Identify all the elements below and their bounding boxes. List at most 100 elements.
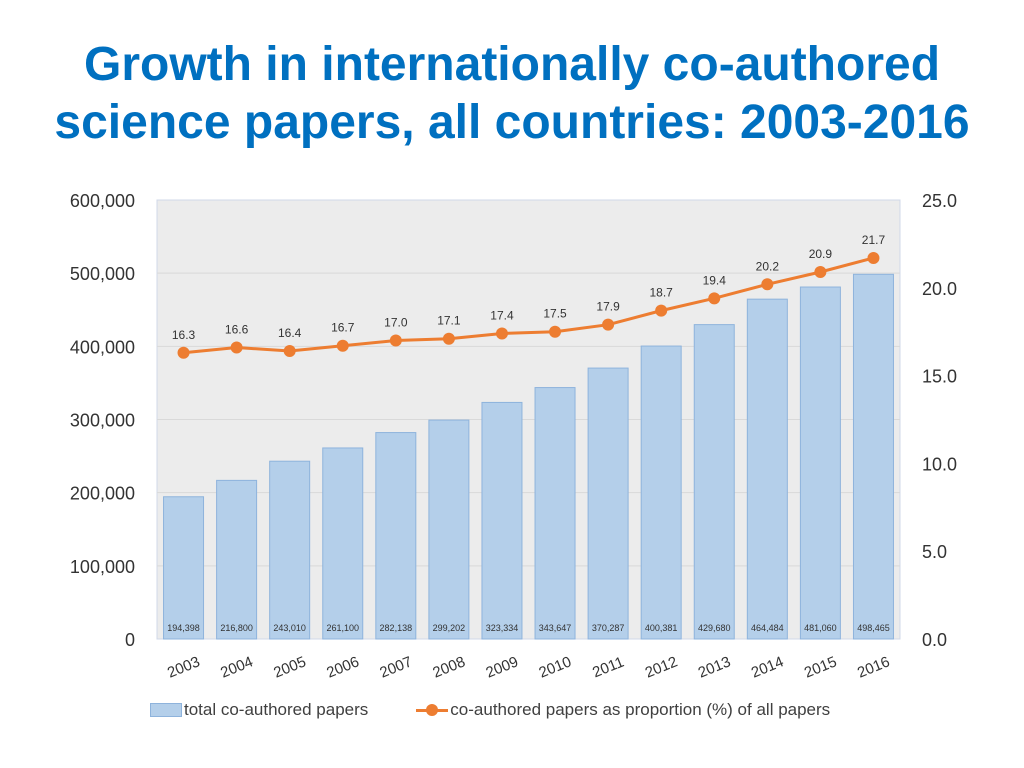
bar-value-label: 216,800 bbox=[220, 623, 253, 633]
legend-label-bars: total co-authored papers bbox=[184, 700, 369, 719]
bar-2016 bbox=[852, 273, 894, 640]
bar-value-label: 299,202 bbox=[433, 623, 466, 633]
line-point-2014 bbox=[761, 278, 774, 291]
line-value-label: 18.7 bbox=[649, 286, 673, 300]
bar-value-label: 243,010 bbox=[273, 623, 306, 633]
line-point-2008 bbox=[442, 332, 455, 345]
x-tick-label: 2009 bbox=[483, 653, 520, 681]
proportion-line bbox=[183, 256, 874, 355]
x-tick-label: 2014 bbox=[749, 653, 786, 681]
line-value-label: 17.4 bbox=[490, 308, 514, 322]
line-value-label: 16.6 bbox=[225, 323, 249, 337]
x-tick-label: 2006 bbox=[324, 653, 361, 681]
chart-title-line2: science papers, all countries: 2003-2016 bbox=[54, 96, 970, 149]
bar-value-label: 343,647 bbox=[539, 623, 572, 633]
legend: total co-authored papers co-authored pap… bbox=[150, 699, 830, 721]
left-tick-label: 300,000 bbox=[70, 411, 135, 431]
line-value-label: 17.0 bbox=[384, 315, 408, 329]
bar-2004 bbox=[216, 479, 258, 640]
line-value-label: 17.9 bbox=[596, 300, 620, 314]
line-point-2005 bbox=[283, 345, 296, 358]
bar-2003 bbox=[163, 496, 205, 640]
legend-label-line: co-authored papers as proportion (%) of … bbox=[450, 700, 831, 719]
x-axis-ticks: 2003 2004 2005 2006 2007 2008 2009 2010 2011 2012… bbox=[165, 653, 892, 681]
line-value-label: 17.1 bbox=[437, 314, 461, 328]
left-axis-ticks: 0 100,000 200,000 300,000 400,000 500,000 600,… bbox=[70, 191, 135, 650]
bar-value-label: 498,465 bbox=[857, 623, 890, 633]
right-tick-label: 0.0 bbox=[922, 630, 947, 650]
x-tick-label: 2007 bbox=[377, 653, 414, 681]
line-point-2016 bbox=[867, 251, 880, 264]
bar-value-label: 323,334 bbox=[486, 623, 519, 633]
line-point-2006 bbox=[336, 339, 349, 352]
legend-item-line: co-authored papers as proportion (%) of … bbox=[416, 700, 830, 720]
line-point-2007 bbox=[389, 334, 402, 347]
right-tick-label: 20.0 bbox=[922, 279, 957, 299]
bar-value-label: 464,484 bbox=[751, 623, 784, 633]
x-tick-label: 2003 bbox=[165, 653, 202, 681]
bar-2010 bbox=[534, 387, 576, 640]
chart-title: Growth in internationally co-authored sc… bbox=[0, 36, 1024, 152]
left-tick-label: 0 bbox=[125, 630, 135, 650]
line-point-2013 bbox=[708, 292, 721, 305]
bar-value-label: 282,138 bbox=[380, 623, 413, 633]
x-tick-label: 2015 bbox=[802, 653, 839, 681]
legend-line-swatch bbox=[416, 703, 449, 717]
bar-2009 bbox=[481, 401, 523, 640]
x-tick-label: 2010 bbox=[537, 653, 574, 681]
bar-2007 bbox=[375, 432, 417, 640]
x-tick-label: 2011 bbox=[590, 654, 626, 682]
line-value-label: 17.5 bbox=[543, 307, 567, 321]
right-tick-label: 5.0 bbox=[922, 542, 947, 562]
right-tick-label: 10.0 bbox=[922, 454, 957, 474]
bar-2014 bbox=[746, 298, 788, 640]
bar-value-label: 261,100 bbox=[326, 623, 359, 633]
x-tick-label: 2004 bbox=[218, 653, 255, 681]
bar-2011 bbox=[587, 367, 629, 640]
line-series bbox=[177, 251, 880, 359]
line-point-2015 bbox=[814, 265, 827, 278]
right-tick-label: 15.0 bbox=[922, 367, 957, 387]
x-tick-label: 2005 bbox=[271, 653, 308, 681]
line-point-2004 bbox=[230, 341, 243, 354]
line-value-label: 20.2 bbox=[756, 259, 780, 273]
bar-2015 bbox=[799, 286, 841, 640]
left-tick-label: 400,000 bbox=[70, 337, 135, 357]
left-tick-label: 600,000 bbox=[70, 191, 135, 211]
left-tick-label: 200,000 bbox=[70, 484, 135, 504]
bar-2008 bbox=[428, 419, 470, 640]
bar-2006 bbox=[322, 447, 364, 640]
legend-bar-swatch bbox=[150, 703, 182, 717]
right-axis-ticks: 0.0 5.0 10.0 15.0 20.0 25.0 bbox=[922, 191, 957, 650]
x-tick-label: 2008 bbox=[430, 653, 467, 681]
line-point-2003 bbox=[177, 346, 190, 359]
bar-value-label: 400,381 bbox=[645, 623, 678, 633]
line-value-labels: 16.3 16.6 16.4 16.7 17.0 17.1 17.4 17.5 17.9 18.7… bbox=[172, 233, 886, 342]
left-tick-label: 100,000 bbox=[70, 557, 135, 577]
bar-value-labels: 194,398 216,800 243,010 261,100 282,138 299,2… bbox=[167, 623, 889, 633]
line-value-label: 16.3 bbox=[172, 328, 196, 342]
bar-series bbox=[163, 273, 894, 640]
line-value-label: 16.4 bbox=[278, 326, 302, 340]
line-value-label: 20.9 bbox=[809, 247, 833, 261]
right-tick-label: 25.0 bbox=[922, 191, 957, 211]
bar-value-label: 194,398 bbox=[167, 623, 200, 633]
line-value-label: 19.4 bbox=[703, 273, 727, 287]
line-point-2009 bbox=[495, 327, 508, 340]
bar-2012 bbox=[640, 345, 682, 640]
line-point-2010 bbox=[549, 325, 562, 338]
x-tick-label: 2012 bbox=[643, 653, 680, 681]
x-tick-label: 2013 bbox=[696, 653, 733, 681]
bar-2013 bbox=[693, 324, 735, 640]
bar-value-label: 370,287 bbox=[592, 623, 625, 633]
bar-2005 bbox=[269, 460, 311, 640]
bar-value-label: 429,680 bbox=[698, 623, 731, 633]
line-value-label: 21.7 bbox=[862, 233, 886, 247]
line-value-label: 16.7 bbox=[331, 321, 355, 335]
left-tick-label: 500,000 bbox=[70, 264, 135, 284]
line-point-2012 bbox=[655, 304, 668, 317]
x-tick-label: 2016 bbox=[855, 653, 892, 681]
bar-value-label: 481,060 bbox=[804, 623, 837, 633]
chart-title-line1: Growth in internationally co-authored bbox=[83, 38, 941, 91]
